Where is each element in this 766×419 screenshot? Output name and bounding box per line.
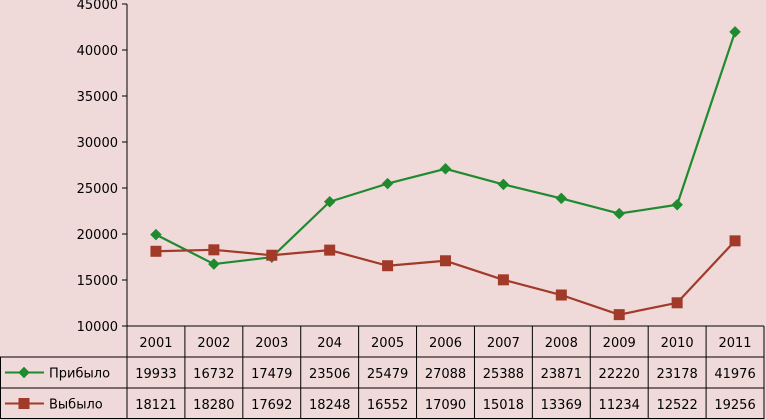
data-point xyxy=(150,245,162,257)
y-tick-label: 15000 xyxy=(77,274,118,289)
x-category-label: 204 xyxy=(317,336,342,351)
data-point xyxy=(323,195,336,208)
x-category-label: 2010 xyxy=(661,336,694,351)
table-value-cell: 18121 xyxy=(135,398,176,413)
data-point xyxy=(613,309,625,321)
x-category-label: 2003 xyxy=(255,336,288,351)
table-value-cell: 23871 xyxy=(541,367,582,382)
y-tick-label: 25000 xyxy=(77,182,118,197)
table-value-cell: 25479 xyxy=(367,367,408,382)
y-tick-label: 30000 xyxy=(77,136,118,151)
data-point xyxy=(497,178,510,191)
data-point xyxy=(555,289,567,301)
legend-label: Прибыло xyxy=(49,367,110,382)
data-point xyxy=(439,162,452,175)
x-category-label: 2002 xyxy=(197,336,230,351)
table-value-cell: 17479 xyxy=(251,367,292,382)
x-category-label: 2011 xyxy=(718,336,751,351)
data-point xyxy=(671,297,683,309)
table-value-cell: 13369 xyxy=(541,398,582,413)
x-category-label: 2001 xyxy=(139,336,172,351)
y-tick-label: 35000 xyxy=(77,90,118,105)
x-category-label: 2005 xyxy=(371,336,404,351)
y-tick-label: 10000 xyxy=(77,320,118,335)
table-value-cell: 11234 xyxy=(599,398,640,413)
table-value-cell: 22220 xyxy=(599,367,640,382)
legend-key-marker xyxy=(18,366,30,379)
legend-label: Выбыло xyxy=(49,398,103,413)
y-tick-label: 40000 xyxy=(77,44,118,59)
table-value-cell: 18248 xyxy=(309,398,350,413)
y-tick-label: 45000 xyxy=(77,0,118,13)
x-category-label: 2006 xyxy=(429,336,462,351)
table-value-cell: 19256 xyxy=(714,398,755,413)
data-point xyxy=(729,25,741,38)
table-value-cell: 17692 xyxy=(251,398,292,413)
table-value-cell: 25388 xyxy=(483,367,524,382)
data-point xyxy=(150,228,162,241)
x-category-label: 2007 xyxy=(487,336,520,351)
table-value-cell: 16732 xyxy=(193,367,234,382)
x-category-label: 2008 xyxy=(545,336,578,351)
data-point xyxy=(208,258,220,270)
data-point xyxy=(266,249,278,261)
data-point xyxy=(381,177,394,190)
data-point xyxy=(324,244,336,256)
data-point xyxy=(497,274,509,286)
series-group xyxy=(150,25,741,321)
data-table: 2001 2002 2003 204 2005 2006 2007 2008 2009 2010 2… xyxy=(0,325,765,419)
table-value-cell: 19933 xyxy=(135,367,176,382)
table-value-cell: 18280 xyxy=(193,398,234,413)
data-point xyxy=(729,235,741,247)
table-value-cell: 16552 xyxy=(367,398,408,413)
legend-key-marker xyxy=(18,398,30,409)
data-point xyxy=(440,255,451,267)
y-axis: 10000 15000 20000 25000 30000 35000 40000 45000 xyxy=(77,0,128,335)
y-tick-label: 20000 xyxy=(77,228,118,243)
table-value-cell: 12522 xyxy=(656,398,697,413)
table-value-cell: 27088 xyxy=(425,367,466,382)
data-point xyxy=(671,198,683,211)
x-category-label: 2009 xyxy=(603,336,636,351)
table-value-cell: 23178 xyxy=(656,367,697,382)
data-point xyxy=(613,207,626,220)
table-value-cell: 17090 xyxy=(425,398,466,413)
data-point xyxy=(555,192,568,205)
series-line xyxy=(155,240,736,316)
table-value-cell: 41976 xyxy=(714,367,755,382)
series-line xyxy=(155,31,737,266)
table-value-cell: 15018 xyxy=(483,398,524,413)
data-point xyxy=(208,244,220,256)
table-value-cell: 23506 xyxy=(309,367,350,382)
data-point xyxy=(382,260,394,272)
